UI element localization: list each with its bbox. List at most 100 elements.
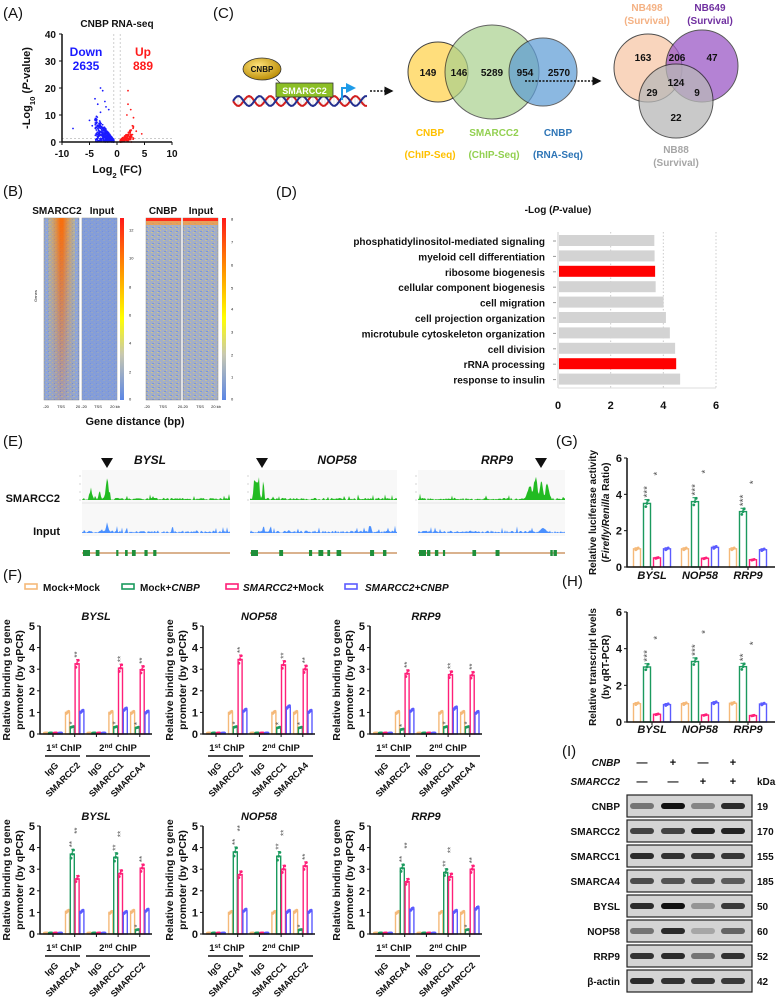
protein-band (721, 828, 745, 834)
venn-set-sub: (RNA-Seq) (533, 150, 583, 161)
x-category-label: IgG (373, 760, 391, 778)
venn-set-sub: (Survival) (624, 16, 670, 27)
condition-sign: — (698, 757, 709, 769)
data-point (276, 858, 279, 862)
data-point-down (104, 100, 106, 103)
down-count: 2635 (73, 59, 100, 73)
data-point-down (102, 139, 104, 142)
text-part: 1 (376, 743, 382, 754)
colorbar-tick-label: 6 (231, 263, 234, 268)
data-point (300, 928, 303, 931)
bar (559, 235, 655, 246)
y-axis-label: promoter (by qPCR) (14, 630, 26, 730)
venn-count: 954 (517, 68, 534, 79)
bar (64, 910, 71, 935)
y-tick-label: 0 (616, 717, 622, 729)
data-point (704, 556, 708, 560)
legend: Mock+Mock Mock+CNBP SMARCC2+Mock SMARCC2+CN… (24, 583, 449, 594)
venn-count: 163 (635, 53, 652, 64)
significance-stars: ** (275, 843, 284, 849)
data-point (302, 671, 306, 674)
protein-band (630, 903, 654, 909)
x-tick-label: 20 (76, 404, 81, 409)
data-point (72, 848, 75, 852)
bar (276, 855, 282, 935)
data-point (137, 725, 141, 729)
data-point (742, 662, 746, 666)
data-point-down (95, 133, 98, 136)
x-category-label: IgG (43, 960, 61, 978)
text-part: 2 (262, 743, 267, 754)
text-part: -Log ( (525, 205, 553, 216)
data-point (238, 658, 242, 661)
data-point (117, 670, 121, 673)
kda-value: 19 (757, 802, 769, 813)
venn-set-name: CNBP (544, 128, 573, 139)
dna-strand (232, 94, 368, 108)
data-point (237, 876, 241, 879)
significance-stars: * (133, 722, 142, 725)
exon (370, 550, 375, 556)
y-tick-label: 5 (29, 821, 35, 833)
data-point (645, 665, 649, 669)
data-point (742, 507, 746, 511)
blot-strip (626, 969, 753, 993)
text-part: -value) (559, 205, 591, 216)
bar (122, 911, 129, 935)
data-point-up (127, 131, 130, 134)
panel-label-d: (D) (276, 184, 297, 201)
track-rrp9: RRP9 (415, 453, 565, 556)
data-point (305, 861, 308, 864)
x-category-label: BYSL (637, 724, 667, 736)
data-point (120, 869, 124, 872)
bar (108, 911, 114, 935)
y-tick-label: 4 (29, 643, 36, 655)
significance-stars: ** (442, 861, 451, 867)
significance-stars: ** (301, 854, 310, 860)
data-point (232, 854, 236, 858)
protein-band (661, 853, 685, 859)
venn-set-name: NB88 (663, 145, 689, 156)
data-point (295, 709, 299, 713)
bar (237, 873, 243, 935)
data-point (476, 905, 480, 909)
colorbar-tick-label: 3 (231, 330, 234, 335)
category-label: ribosome biogenesis (445, 268, 545, 279)
significance-stars: *** (643, 486, 654, 498)
data-point (142, 863, 145, 867)
colorbar-tick-label: 12 (129, 228, 134, 233)
data-point (445, 867, 449, 871)
significance-stars: ** (446, 663, 455, 669)
category-label: cell division (488, 345, 545, 356)
bar (307, 910, 313, 935)
text-part: SMARCC2+CNBP (365, 583, 449, 594)
protein-band (691, 828, 715, 834)
cnbp-protein (242, 57, 282, 81)
data-point (405, 672, 409, 675)
y-axis-label: promoter (by qPCR) (344, 630, 356, 730)
data-point (146, 907, 150, 911)
y-axis-label: Relative binding to gene (331, 819, 343, 941)
exon (336, 550, 342, 556)
data-point (119, 872, 122, 875)
data-point (278, 725, 282, 729)
chart-title: BYSL (81, 611, 111, 623)
data-point (244, 707, 248, 711)
data-point-down (105, 129, 108, 132)
data-point (288, 908, 291, 912)
venn-set-name: CNBP (416, 128, 445, 139)
bar (459, 911, 466, 935)
data-point (140, 668, 144, 672)
chart-title: -Log (P-value) (525, 205, 592, 216)
colorbar (120, 218, 124, 400)
down-label: Down (70, 45, 103, 59)
data-point (139, 671, 143, 675)
x-tick-label: 0 (114, 149, 120, 160)
data-point-up (124, 137, 126, 139)
venn-count: 29 (646, 88, 658, 99)
input-signal (250, 525, 397, 533)
data-point (303, 864, 307, 868)
chart-title: BYSL (81, 811, 111, 823)
text-part: st (382, 943, 389, 950)
data-point-down (99, 111, 102, 114)
